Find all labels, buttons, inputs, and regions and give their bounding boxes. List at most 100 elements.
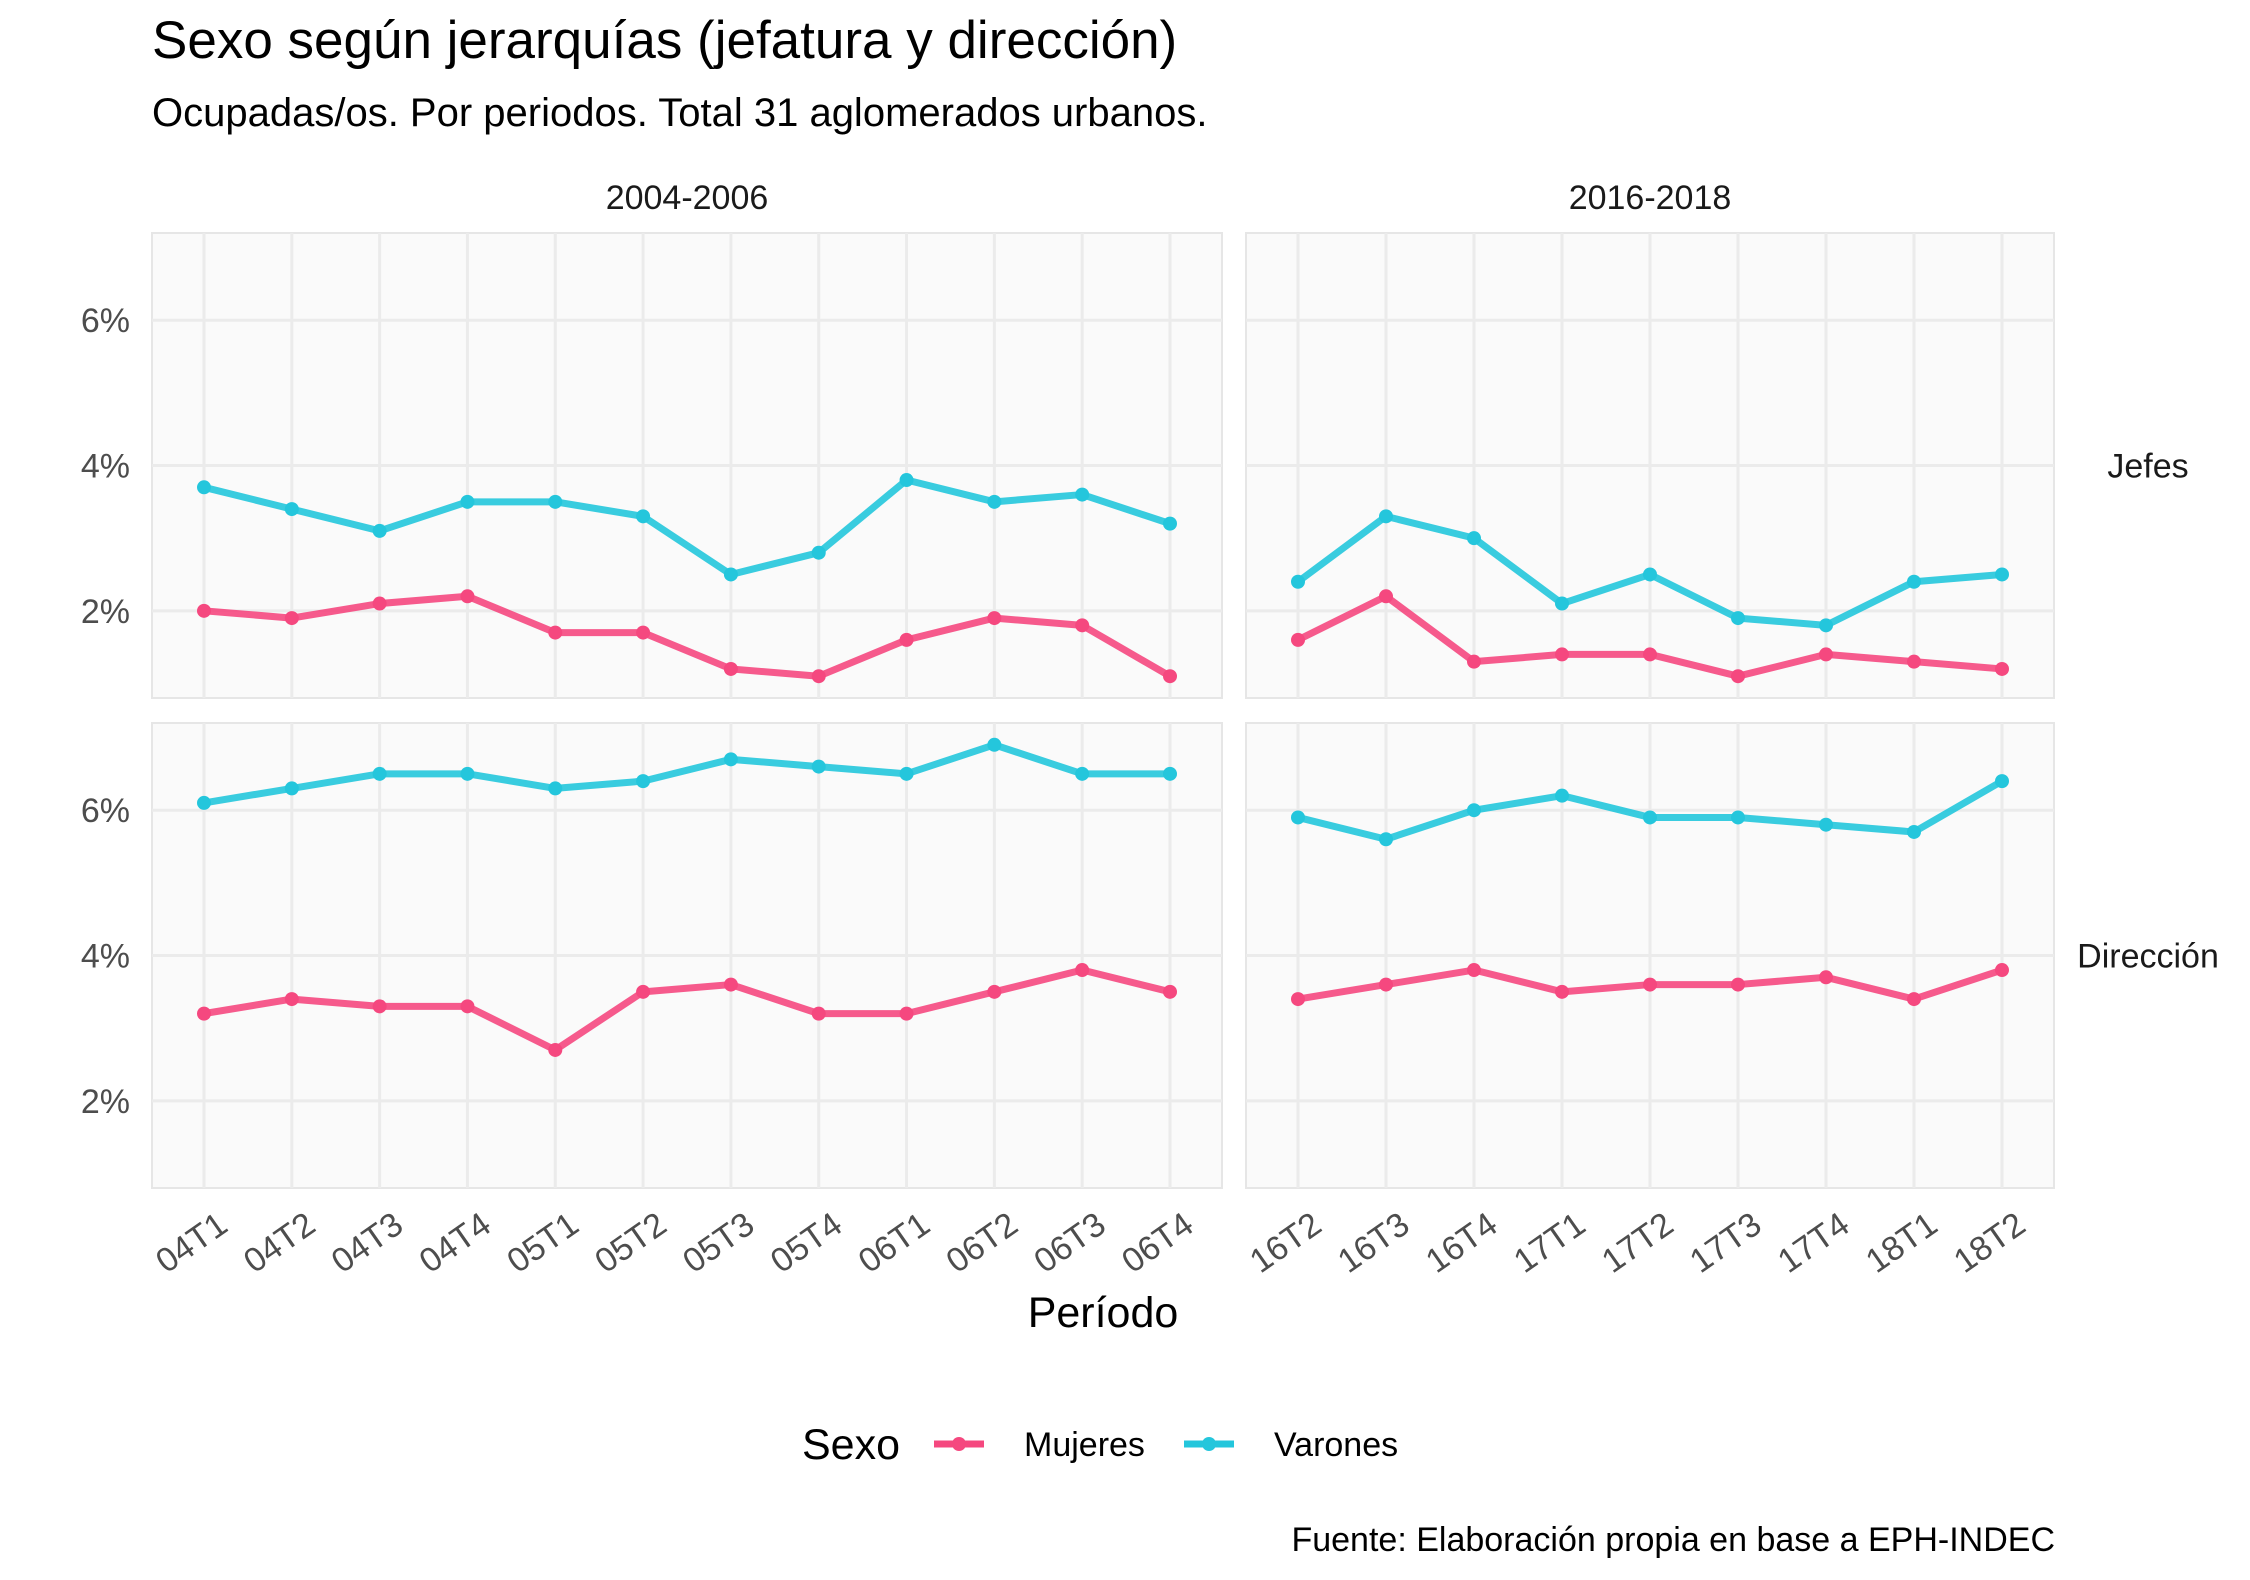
data-point-mujeres [636,625,651,640]
data-point-varones [1819,618,1833,633]
data-point-varones [811,759,826,774]
x-tick-label: 17T3 [1683,1205,1768,1281]
legend-entries: Mujeres Varones [934,1426,1398,1464]
data-point-mujeres [987,611,1002,626]
data-point-varones [1995,567,2009,582]
data-point-mujeres [284,992,299,1007]
data-point-varones [1907,574,1921,589]
data-point-mujeres [1731,669,1745,684]
data-point-mujeres [1467,654,1481,669]
data-point-varones [899,766,914,781]
data-point-mujeres [1379,977,1393,992]
data-point-varones [1379,509,1393,524]
data-point-mujeres [1731,977,1745,992]
data-point-mujeres [1643,647,1657,662]
data-point-varones [284,502,299,517]
facet-strip-2004-2006: 2004-2006 [606,179,769,217]
data-point-mujeres [372,596,387,611]
x-tick-label: 18T1 [1859,1205,1944,1281]
data-point-varones [197,795,211,810]
x-tick-label: 16T3 [1331,1205,1416,1281]
data-point-mujeres [548,1042,563,1057]
data-point-varones [987,494,1002,509]
data-point-mujeres [1995,963,2009,978]
y-tick-label: 6% [81,302,130,340]
data-point-mujeres [1907,654,1921,669]
data-point-varones [284,781,299,796]
data-point-varones [1555,788,1569,803]
data-point-varones [1291,574,1305,589]
x-tick-label: 05T2 [588,1205,673,1281]
data-point-varones [1731,810,1745,825]
data-point-varones [1995,774,2009,789]
data-point-mujeres [811,1006,826,1021]
data-point-varones [548,494,563,509]
chart-title: Sexo según jerarquías (jefatura y direcc… [152,11,1177,70]
data-point-mujeres [1075,963,1090,978]
data-point-mujeres [899,1006,914,1021]
data-point-mujeres [1379,589,1393,604]
y-tick-label: 6% [81,792,130,830]
chart-caption: Fuente: Elaboración propia en base a EPH… [1291,1521,2055,1559]
data-point-varones [1555,596,1569,611]
x-tick-label: 17T2 [1595,1205,1680,1281]
data-point-varones [636,509,651,524]
legend-label: Mujeres [1024,1426,1145,1464]
data-point-varones [987,737,1002,752]
data-point-mujeres [1075,618,1090,633]
series-line-mujeres [200,592,1174,680]
data-point-varones [899,473,914,488]
data-point-varones [811,545,826,560]
data-point-varones [1819,817,1833,832]
data-point-mujeres [1995,661,2009,676]
legend: Sexo Mujeres Varones [802,1421,1398,1469]
x-tick-label: 18T2 [1947,1205,2032,1281]
data-point-mujeres [1819,647,1833,662]
legend-entry-varones: Varones [1184,1426,1398,1464]
data-point-varones [197,480,211,495]
series-line-varones [200,741,1174,807]
data-point-varones [1291,810,1305,825]
panel-direccion-2004-2006 [151,722,1223,1189]
data-point-varones [372,523,387,538]
y-tick-label: 4% [81,448,130,486]
data-point-varones [1163,516,1177,531]
legend-label: Varones [1274,1426,1398,1464]
data-point-varones [1467,531,1481,546]
data-point-varones [723,567,738,582]
data-point-varones [1379,832,1393,847]
data-point-mujeres [723,977,738,992]
x-tick-label: 05T3 [676,1205,761,1281]
data-point-mujeres [1555,984,1569,999]
data-point-varones [548,781,563,796]
x-tick-label: 06T4 [1115,1205,1200,1281]
data-point-mujeres [1291,632,1305,647]
legend-key-point [1202,1437,1216,1451]
data-point-varones [1075,766,1090,781]
data-point-mujeres [899,632,914,647]
data-point-mujeres [548,625,563,640]
panel-direccion-2016-2018 [1245,722,2055,1189]
facet-strip-direccion: Dirección [2077,938,2219,976]
data-point-mujeres [372,999,387,1014]
data-point-mujeres [723,661,738,676]
data-point-varones [460,494,475,509]
chart-subtitle: Ocupadas/os. Por periodos. Total 31 aglo… [152,91,1207,135]
facet-strip-2016-2018: 2016-2018 [1569,179,1732,217]
data-point-varones [1075,487,1090,502]
data-point-varones [372,766,387,781]
data-point-mujeres [636,984,651,999]
x-tick-label: 16T2 [1243,1205,1328,1281]
data-point-mujeres [1819,970,1833,985]
data-point-mujeres [1555,647,1569,662]
data-point-varones [1643,567,1657,582]
data-point-mujeres [197,1006,211,1021]
data-point-mujeres [460,589,475,604]
data-point-varones [1907,824,1921,839]
y-tick-label: 2% [81,1083,130,1121]
data-point-mujeres [1907,992,1921,1007]
x-tick-label: 06T3 [1027,1205,1112,1281]
data-point-mujeres [284,611,299,626]
data-point-mujeres [1467,963,1481,978]
data-point-varones [1731,611,1745,626]
